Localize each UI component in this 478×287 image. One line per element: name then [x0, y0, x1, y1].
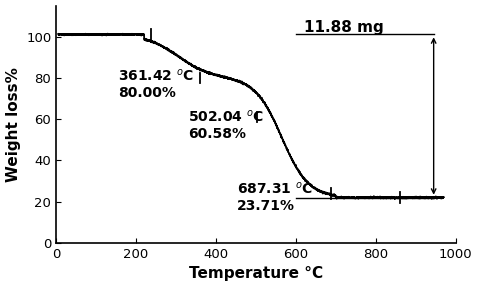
X-axis label: Temperature °C: Temperature °C — [189, 266, 323, 282]
Y-axis label: Weight loss%: Weight loss% — [6, 67, 21, 182]
Text: 502.04 $^o$C
60.58%: 502.04 $^o$C 60.58% — [188, 109, 264, 141]
Text: 687.31 $^o$C
23.71%: 687.31 $^o$C 23.71% — [237, 181, 313, 213]
Text: 11.88 mg: 11.88 mg — [304, 20, 384, 35]
Text: 361.42 $^o$C
80.00%: 361.42 $^o$C 80.00% — [118, 67, 195, 100]
